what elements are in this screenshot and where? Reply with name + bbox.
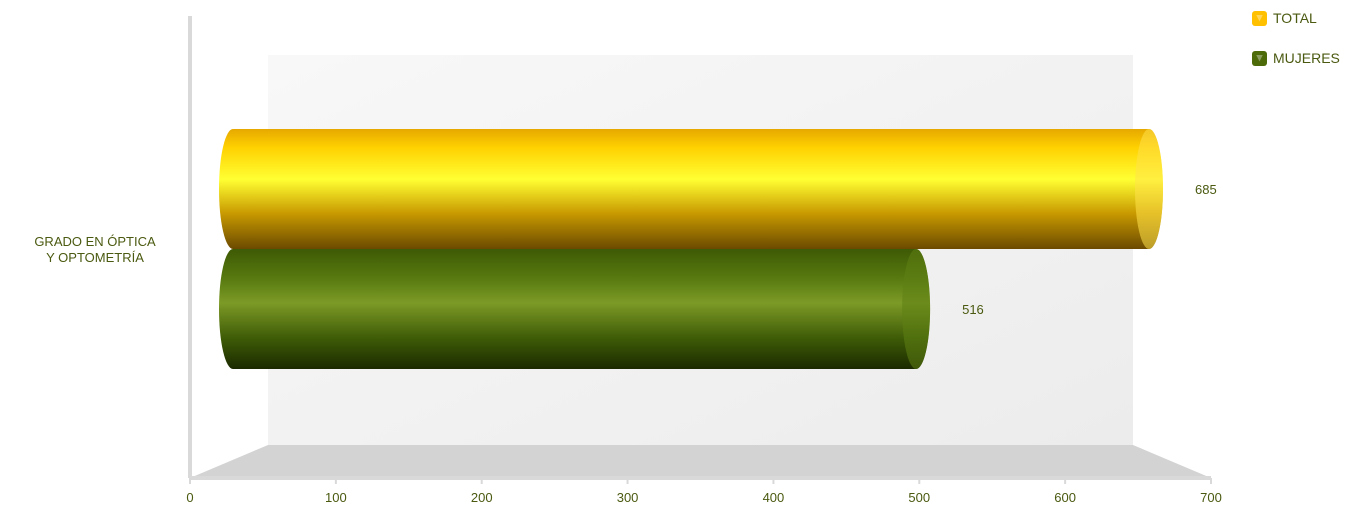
x-tick-label: 200 xyxy=(471,490,493,505)
legend-item-mujeres[interactable]: MUJERES xyxy=(1252,48,1340,68)
category-label: GRADO EN ÓPTICA Y OPTOMETRÍA xyxy=(34,234,156,265)
legend: TOTAL MUJERES xyxy=(1252,8,1340,88)
category-label-line: Y OPTOMETRÍA xyxy=(46,250,144,265)
x-tick-label: 100 xyxy=(325,490,347,505)
x-tick-label: 300 xyxy=(617,490,639,505)
legend-label-total: TOTAL xyxy=(1273,10,1317,26)
bar-total[interactable] xyxy=(219,129,1163,249)
bar-cap xyxy=(1135,129,1163,249)
bar-cap xyxy=(902,249,931,369)
bar-mujeres[interactable] xyxy=(219,249,931,369)
x-tick-label: 400 xyxy=(763,490,785,505)
legend-label-mujeres: MUJERES xyxy=(1273,50,1340,66)
x-tick-label: 0 xyxy=(186,490,193,505)
x-tick-label: 600 xyxy=(1054,490,1076,505)
x-tick-label: 700 xyxy=(1200,490,1222,505)
data-label-total: 685 xyxy=(1195,182,1217,197)
legend-swatch-mujeres xyxy=(1252,50,1267,66)
x-tick-label: 500 xyxy=(908,490,930,505)
floor xyxy=(190,445,1211,478)
x-axis: 0 100 200 300 400 500 600 700 xyxy=(186,478,1222,505)
bars xyxy=(219,129,1163,369)
data-label-mujeres: 516 xyxy=(962,302,984,317)
data-labels: 685 516 xyxy=(962,182,1217,317)
category-label-line: GRADO EN ÓPTICA xyxy=(34,234,156,249)
legend-item-total[interactable]: TOTAL xyxy=(1252,8,1340,28)
legend-swatch-total xyxy=(1252,10,1267,26)
